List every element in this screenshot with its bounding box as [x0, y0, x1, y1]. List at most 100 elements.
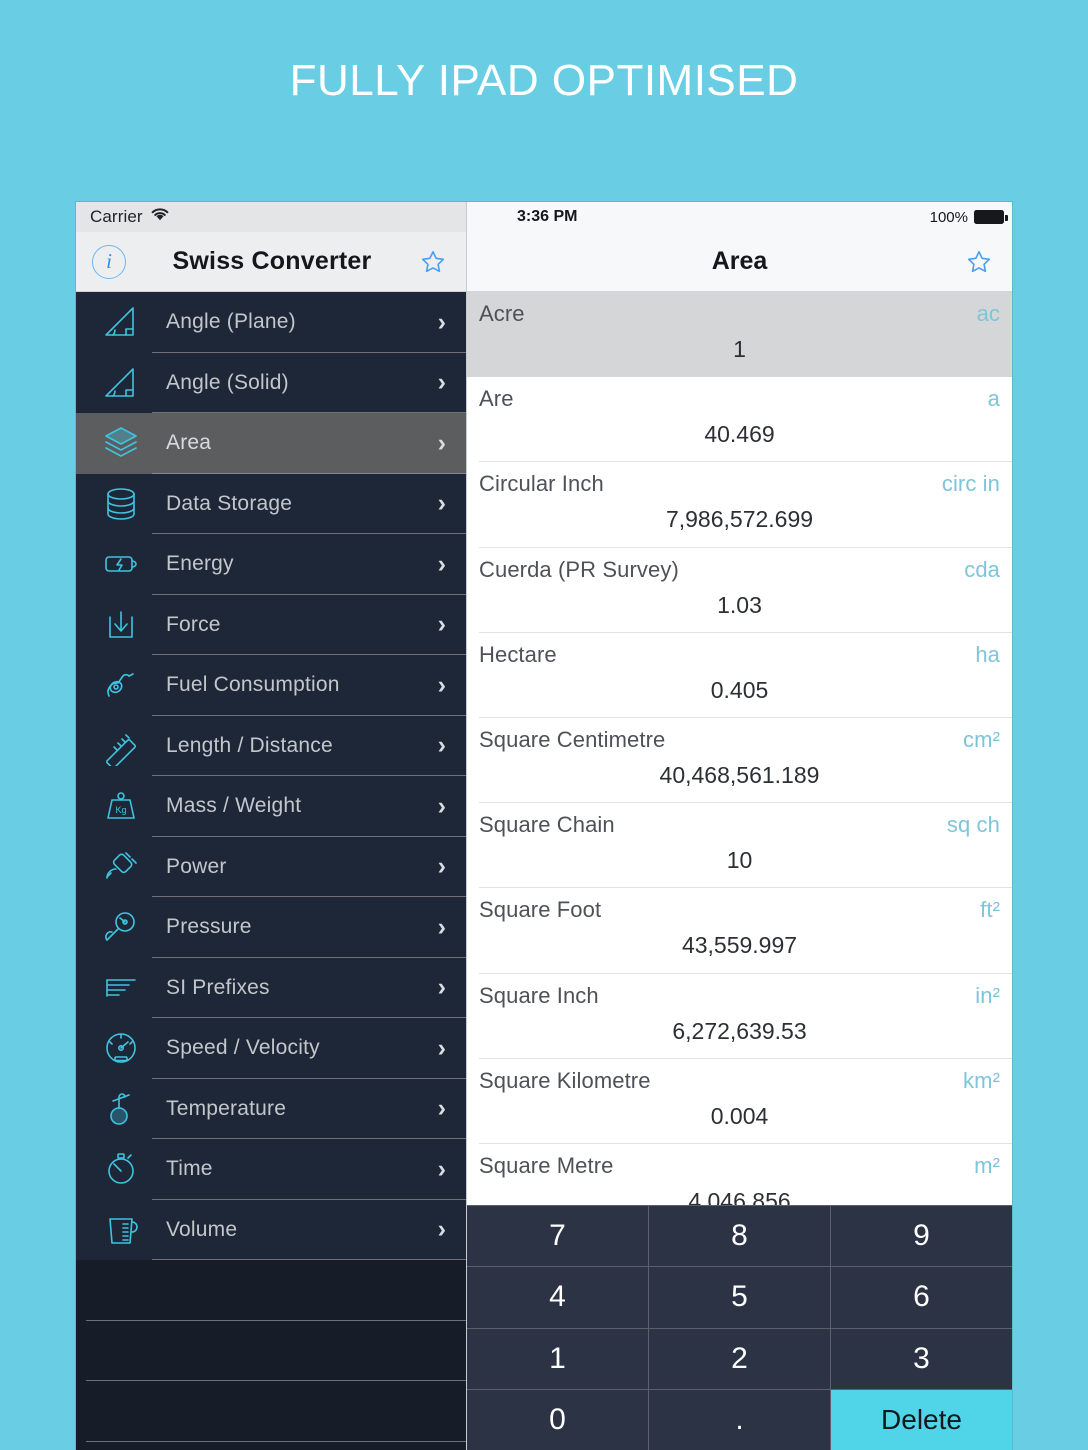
chevron-right-icon: ›: [437, 549, 446, 578]
unit-abbreviation: ac: [976, 301, 1000, 326]
chevron-right-icon: ›: [437, 1154, 446, 1183]
unit-value[interactable]: 10: [726, 847, 753, 874]
category-list[interactable]: Angle (Plane) › Angle (Solid) › Area › Data St…: [76, 292, 466, 1450]
key-4[interactable]: 4: [467, 1267, 648, 1328]
clock-label: 3:36 PM: [517, 208, 578, 225]
angle-plane-icon: [94, 300, 148, 344]
main-favorite-star-icon[interactable]: [964, 247, 994, 277]
unit-name: Square Kilometre: [479, 1067, 651, 1093]
sidebar-item-time[interactable]: Time ›: [76, 1139, 466, 1200]
app-title: Swiss Converter: [172, 247, 372, 275]
key-0[interactable]: 0: [467, 1389, 648, 1450]
unit-value[interactable]: 4,046.856: [688, 1187, 791, 1205]
sidebar-item-area[interactable]: Area ›: [76, 413, 466, 474]
sidebar-item-fuel-consumption[interactable]: Fuel Consumption ›: [76, 655, 466, 716]
sidebar-empty-row: [76, 1381, 466, 1442]
unit-abbreviation: circ in: [941, 471, 1000, 497]
unit-name: Square Chain: [479, 812, 615, 838]
sidebar-item-label: Mass / Weight: [166, 794, 302, 818]
key-5[interactable]: 5: [649, 1267, 830, 1328]
speedometer-icon: [94, 1026, 148, 1070]
force-arrow-icon: [94, 603, 148, 647]
sidebar-item-label: Volume: [166, 1217, 238, 1241]
chevron-right-icon: ›: [437, 428, 446, 457]
battery-status: 100%: [930, 209, 1008, 226]
sidebar-item-si-prefixes[interactable]: SI Prefixes ›: [76, 957, 466, 1018]
chevron-right-icon: ›: [437, 731, 446, 760]
key-3[interactable]: 3: [831, 1328, 1012, 1389]
info-circle-icon[interactable]: i: [92, 244, 126, 279]
unit-name: Hectare: [479, 641, 557, 667]
sidebar-item-mass-weight[interactable]: Kg Mass / Weight ›: [76, 776, 466, 837]
key-7[interactable]: 7: [467, 1206, 648, 1267]
unit-row[interactable]: Cuerda (PR Survey) cda 1.03: [467, 547, 1012, 633]
unit-name: Acre: [479, 301, 525, 326]
unit-value[interactable]: 0.405: [710, 676, 769, 703]
key-9[interactable]: 9: [831, 1206, 1012, 1267]
decimal-point-key[interactable]: .: [649, 1389, 830, 1450]
unit-row[interactable]: Are a 40.469: [467, 377, 1012, 463]
unit-row[interactable]: Square Kilometre km² 0.004: [467, 1058, 1012, 1145]
unit-row-header: Are a: [479, 377, 1000, 412]
sidebar-item-pressure[interactable]: Pressure ›: [76, 897, 466, 958]
key-6[interactable]: 6: [831, 1267, 1012, 1328]
chevron-right-icon: ›: [437, 912, 446, 941]
sidebar-item-data-storage[interactable]: Data Storage ›: [76, 473, 466, 534]
unit-row[interactable]: Acre ac 1: [467, 292, 1012, 378]
unit-abbreviation: km²: [963, 1067, 1000, 1093]
unit-value[interactable]: 40.469: [704, 421, 775, 448]
key-8[interactable]: 8: [649, 1206, 830, 1267]
unit-row[interactable]: Hectare ha 0.405: [467, 632, 1012, 719]
chevron-right-icon: ›: [437, 489, 446, 518]
unit-abbreviation: cm²: [963, 726, 1000, 752]
key-1[interactable]: 1: [467, 1328, 648, 1389]
chevron-right-icon: ›: [437, 791, 446, 820]
chevron-right-icon: ›: [437, 1033, 446, 1062]
unit-row[interactable]: Square Metre m² 4,046.856: [467, 1143, 1012, 1205]
chevron-right-icon: ›: [437, 852, 446, 881]
unit-conversion-list[interactable]: Acre ac 1 Are a 40.469 Circular Inch circ in 7,9…: [467, 292, 1012, 1205]
unit-row-header: Square Chain sq ch: [479, 803, 1000, 838]
unit-row[interactable]: Square Inch in² 6,272,639.53: [467, 973, 1012, 1059]
delete-key[interactable]: Delete: [831, 1389, 1012, 1450]
unit-row-header: Acre ac: [479, 292, 1000, 327]
unit-value[interactable]: 7,986,572.699: [665, 506, 814, 533]
angle-solid-icon: [94, 361, 148, 405]
unit-value[interactable]: 40,468,561.189: [659, 761, 820, 788]
unit-row[interactable]: Square Foot ft² 43,559.997: [467, 888, 1012, 974]
area-layers-icon: [94, 421, 148, 465]
unit-row[interactable]: Square Centimetre cm² 40,468,561.189: [467, 717, 1012, 804]
ruler-icon: [94, 724, 148, 768]
main-panel: 3:36 PM 100% Area Acre ac 1 Are a 40.469 Circu…: [466, 202, 1012, 1450]
sidebar-item-speed-velocity[interactable]: Speed / Velocity ›: [76, 1018, 466, 1079]
sidebar-item-angle-plane[interactable]: Angle (Plane) ›: [76, 292, 466, 353]
unit-value[interactable]: 0.004: [710, 1102, 769, 1129]
unit-value[interactable]: 1.03: [717, 591, 762, 618]
sidebar-panel: Carrier i Swiss Converter Angle (Plane) ›…: [76, 202, 466, 1450]
unit-name: Square Inch: [479, 982, 599, 1008]
key-2[interactable]: 2: [649, 1328, 830, 1389]
sidebar-favorite-star-icon[interactable]: [418, 247, 448, 277]
unit-name: Square Metre: [479, 1152, 614, 1178]
sidebar-item-angle-solid[interactable]: Angle (Solid) ›: [76, 352, 466, 413]
sidebar-item-temperature[interactable]: Temperature ›: [76, 1078, 466, 1139]
sidebar-item-volume[interactable]: Volume ›: [76, 1199, 466, 1260]
unit-value[interactable]: 6,272,639.53: [672, 1017, 807, 1044]
sidebar-item-energy[interactable]: Energy ›: [76, 534, 466, 595]
sidebar-item-length-distance[interactable]: Length / Distance ›: [76, 715, 466, 776]
unit-name: Cuerda (PR Survey): [479, 556, 679, 582]
battery-energy-icon: [94, 542, 148, 586]
numeric-keypad[interactable]: 7 8 9 4 5 6 1 2 3 0. Delete: [467, 1205, 1012, 1450]
unit-row[interactable]: Square Chain sq ch 10: [467, 803, 1012, 889]
unit-value[interactable]: 43,559.997: [681, 932, 798, 959]
sidebar-item-power[interactable]: Power ›: [76, 836, 466, 897]
unit-value[interactable]: 1: [733, 336, 746, 362]
sidebar-empty-row: [76, 1260, 466, 1321]
sidebar-item-label: Area: [166, 431, 212, 455]
sidebar-nav-bar: i Swiss Converter: [76, 232, 466, 292]
sidebar-item-label: Force: [166, 612, 221, 636]
thermometer-icon: [94, 1087, 148, 1131]
unit-row[interactable]: Circular Inch circ in 7,986,572.699: [467, 462, 1012, 548]
unit-row-header: Square Metre m²: [479, 1144, 1000, 1179]
sidebar-item-force[interactable]: Force ›: [76, 594, 466, 655]
